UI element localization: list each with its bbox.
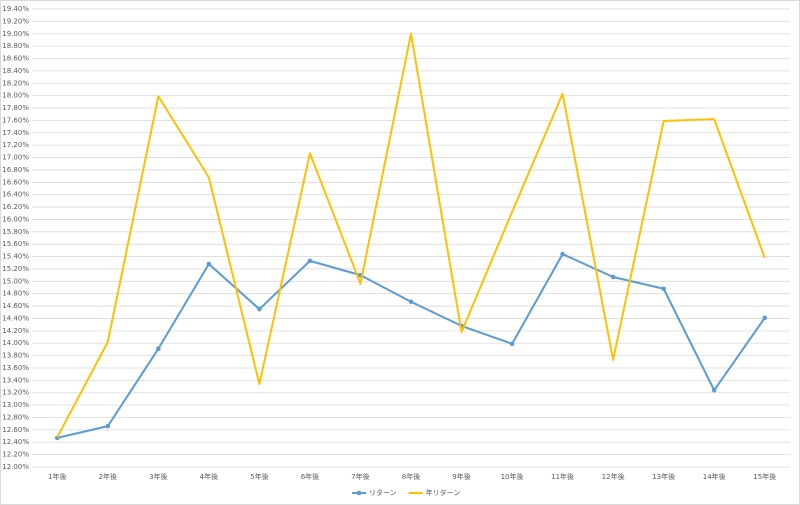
marker (156, 346, 161, 352)
y-tick-label: 14.00% (2, 339, 29, 347)
x-tick-label: 11年後 (551, 472, 574, 481)
y-tick-label: 17.80% (2, 104, 29, 112)
x-tick-label: 15年後 (753, 472, 776, 481)
series-line (56, 32, 766, 438)
x-tick-label: 7年後 (351, 472, 369, 481)
x-tick-label: 4年後 (200, 472, 218, 481)
x-tick-label: 14年後 (703, 472, 726, 481)
marker (307, 258, 313, 264)
marker (762, 315, 768, 321)
legend-marker (356, 490, 362, 496)
x-tick-label: 5年後 (250, 472, 268, 481)
y-tick-label: 15.80% (2, 228, 29, 236)
y-tick-label: 15.20% (2, 265, 29, 273)
marker (509, 341, 515, 347)
legend-label: リターン (369, 488, 397, 497)
y-tick-label: 16.60% (2, 178, 29, 186)
y-tick-label: 17.60% (2, 116, 29, 124)
marker (206, 261, 212, 267)
x-tick-label: 6年後 (301, 472, 319, 481)
y-tick-label: 14.40% (2, 314, 29, 322)
y-tick-label: 13.00% (2, 401, 29, 409)
y-tick-label: 18.00% (2, 92, 29, 100)
x-tick-label: 8年後 (402, 472, 420, 481)
y-tick-label: 13.20% (2, 389, 29, 397)
y-tick-label: 16.20% (2, 203, 29, 211)
y-tick-label: 15.00% (2, 277, 29, 285)
x-tick-label: 13年後 (652, 472, 675, 481)
x-tick-label: 12年後 (602, 472, 625, 481)
y-tick-label: 13.60% (2, 364, 29, 372)
marker (610, 274, 616, 280)
x-tick-label: 2年後 (99, 472, 117, 481)
y-tick-label: 14.20% (2, 327, 29, 335)
legend-label: 年リターン (426, 488, 461, 497)
y-tick-label: 14.60% (2, 302, 29, 310)
y-tick-label: 15.60% (2, 240, 29, 248)
y-tick-label: 18.80% (2, 42, 29, 50)
y-tick-label: 12.60% (2, 426, 29, 434)
y-tick-label: 12.00% (2, 463, 29, 471)
x-tick-label: 1年後 (48, 472, 66, 481)
y-tick-label: 15.40% (2, 253, 29, 261)
marker (661, 286, 666, 292)
y-tick-label: 14.80% (2, 290, 29, 298)
y-tick-label: 18.40% (2, 67, 29, 75)
y-tick-label: 19.00% (2, 30, 29, 38)
y-tick-label: 13.40% (2, 376, 29, 384)
marker (105, 423, 111, 429)
y-tick-label: 12.40% (2, 438, 29, 446)
x-tick-label: 3年後 (149, 472, 167, 481)
y-tick-label: 19.40% (2, 5, 29, 13)
y-tick-label: 16.80% (2, 166, 29, 174)
marker (711, 387, 717, 393)
y-tick-label: 13.80% (2, 352, 29, 360)
y-tick-label: 17.20% (2, 141, 29, 149)
x-tick-label: 9年後 (452, 472, 470, 481)
marker (257, 306, 262, 312)
y-tick-label: 18.20% (2, 79, 29, 87)
y-tick-label: 16.00% (2, 215, 29, 223)
y-tick-label: 17.40% (2, 129, 29, 137)
y-tick-label: 12.80% (2, 413, 29, 421)
marker (408, 299, 414, 305)
y-tick-label: 18.60% (2, 55, 29, 63)
y-tick-label: 12.20% (2, 451, 29, 459)
y-tick-label: 19.20% (2, 17, 29, 25)
y-tick-label: 16.40% (2, 191, 29, 199)
x-tick-label: 10年後 (501, 472, 524, 481)
marker (560, 251, 565, 257)
y-tick-label: 17.00% (2, 154, 29, 162)
